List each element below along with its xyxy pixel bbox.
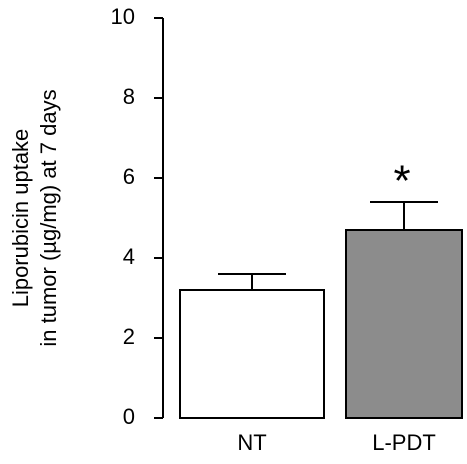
significance-marker: * bbox=[393, 157, 410, 206]
bar bbox=[179, 289, 325, 419]
error-bar bbox=[370, 201, 438, 230]
y-tick-label: 10 bbox=[111, 4, 135, 29]
bar bbox=[345, 229, 463, 419]
y-axis-label: in tumor (µg/mg) at 7 days bbox=[36, 89, 61, 346]
y-tick-label: 2 bbox=[123, 324, 135, 349]
x-tick-label: L-PDT bbox=[372, 430, 436, 455]
y-tick-label: 4 bbox=[123, 244, 135, 269]
error-bar bbox=[218, 273, 286, 290]
y-tick-label: 0 bbox=[123, 404, 135, 429]
y-tick-label: 8 bbox=[123, 84, 135, 109]
x-tick-label: NT bbox=[237, 430, 266, 455]
y-axis-label: Liporubicin uptake bbox=[8, 129, 33, 308]
y-tick-label: 6 bbox=[123, 164, 135, 189]
